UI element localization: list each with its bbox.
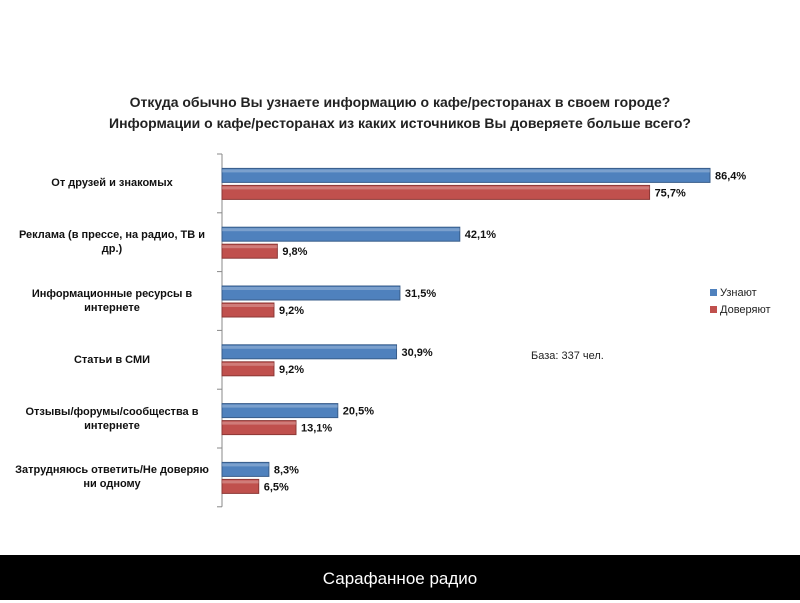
data-label: 30,9% bbox=[402, 347, 433, 359]
chart-title-line-2: Информации о кафе/ресторанах из каких ис… bbox=[109, 115, 691, 131]
bar-highlight bbox=[222, 304, 274, 307]
bar-doveryayut bbox=[221, 302, 275, 318]
bar-highlight bbox=[222, 228, 460, 232]
bar-highlight bbox=[222, 480, 259, 484]
data-label: 8,3% bbox=[274, 464, 299, 476]
chart-title-line-1: Откуда обычно Вы узнаете информацию о ка… bbox=[129, 94, 671, 110]
data-label: 86,4% bbox=[715, 170, 746, 182]
bar-uznayut bbox=[221, 403, 339, 419]
bar-uznayut bbox=[221, 344, 398, 360]
legend-item-doveryayut: Доверяют bbox=[710, 304, 771, 316]
data-label: 75,7% bbox=[655, 187, 686, 199]
data-label: 9,2% bbox=[279, 305, 304, 317]
data-label: 6,5% bbox=[264, 481, 289, 493]
category-label: От друзей и знакомых bbox=[51, 177, 173, 190]
bar-highlight bbox=[222, 287, 400, 290]
data-label: 20,5% bbox=[343, 406, 374, 418]
bar-highlight bbox=[222, 345, 397, 349]
data-label: 42,1% bbox=[465, 229, 496, 241]
chart-title: Откуда обычно Вы узнаете информацию о ка… bbox=[0, 92, 800, 134]
data-label: 9,2% bbox=[279, 364, 304, 376]
legend-swatch-blue bbox=[710, 289, 717, 296]
category-label: Статьи в СМИ bbox=[73, 353, 151, 366]
slide-caption: Сарафанное радио bbox=[0, 555, 800, 600]
data-label: 31,5% bbox=[405, 288, 436, 300]
category-label: Отзывы/форумы/сообщества в интернете bbox=[25, 405, 199, 432]
bar-highlight bbox=[222, 404, 338, 408]
base-annotation: База: 337 чел. bbox=[531, 350, 604, 362]
bar-doveryayut bbox=[221, 361, 275, 377]
legend-label: Узнают bbox=[720, 287, 757, 299]
bar-uznayut bbox=[221, 167, 711, 183]
legend-label: Доверяют bbox=[720, 304, 771, 316]
data-label: 9,8% bbox=[282, 246, 307, 258]
category-label: Информационные ресурсы в интернете bbox=[31, 288, 193, 314]
bar-uznayut bbox=[221, 285, 401, 301]
bar-highlight bbox=[222, 463, 269, 467]
bar-doveryayut bbox=[221, 184, 651, 200]
bar-uznayut bbox=[221, 226, 461, 242]
bar-doveryayut bbox=[221, 478, 260, 494]
bar-doveryayut bbox=[221, 420, 297, 436]
category-label: Затрудняюсь ответить/Не доверяю ни одном… bbox=[15, 464, 209, 491]
bar-doveryayut bbox=[221, 243, 278, 259]
bar-uznayut bbox=[221, 461, 270, 477]
bar-highlight bbox=[222, 245, 278, 249]
legend-swatch-red bbox=[710, 306, 717, 313]
bar-highlight bbox=[222, 169, 710, 173]
legend-item-uznayut: Узнают bbox=[710, 287, 757, 299]
bar-highlight bbox=[222, 186, 650, 190]
bar-highlight bbox=[222, 421, 296, 425]
category-label: Реклама (в прессе, на радио, ТВ и др.) bbox=[18, 229, 206, 256]
bar-chart: 86,4% 75,7% 42,1% 9,8% 31,5% 9,2% 30,9% 9,2% 20,… bbox=[217, 153, 746, 508]
data-label: 13,1% bbox=[301, 423, 332, 435]
bar-highlight bbox=[222, 362, 274, 366]
